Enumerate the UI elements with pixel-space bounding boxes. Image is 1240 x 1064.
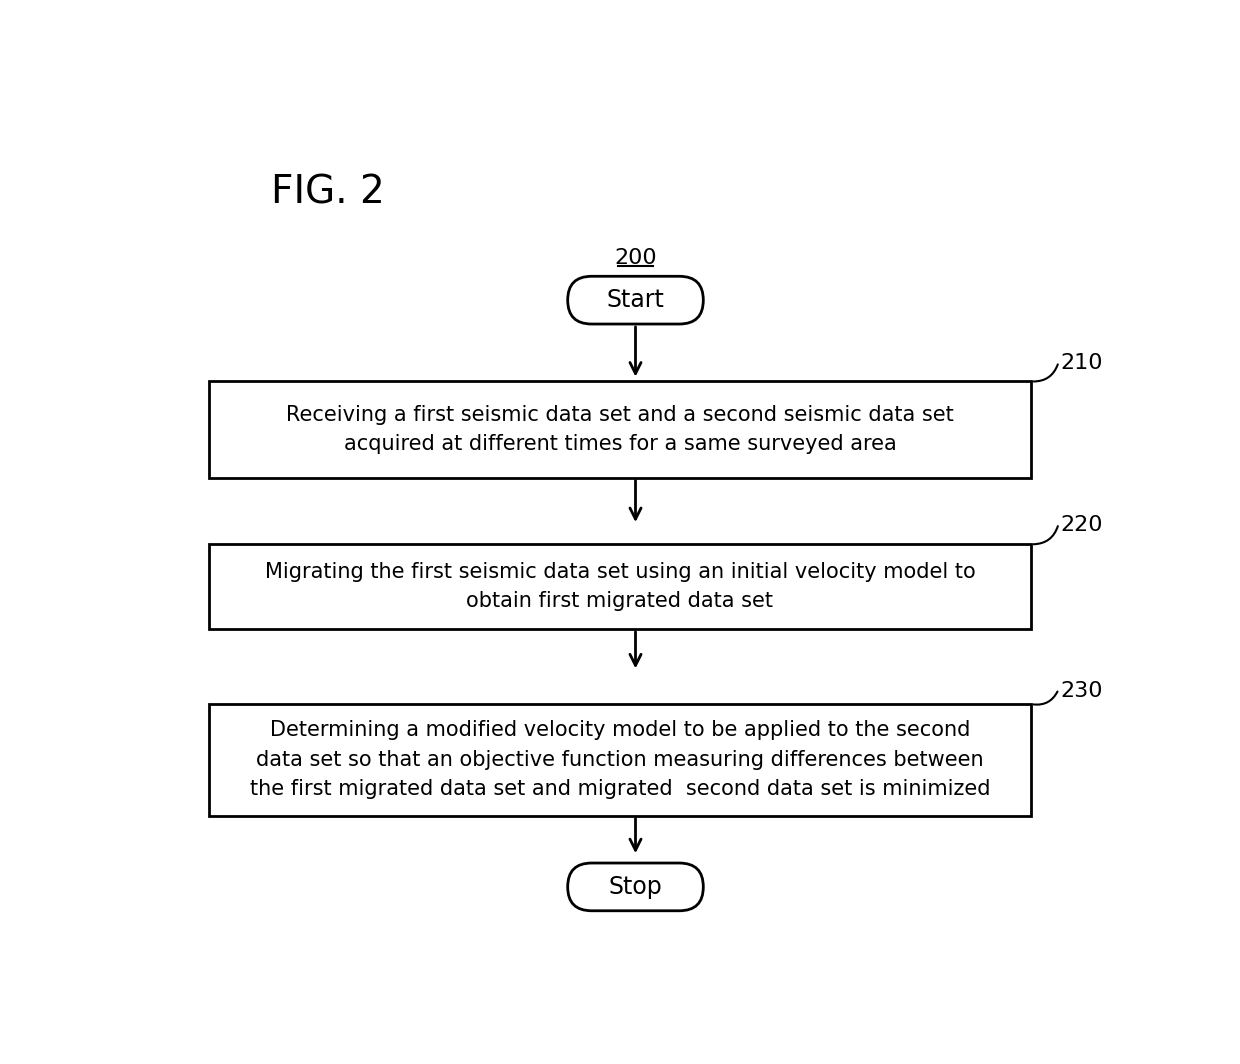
Text: 230: 230	[1060, 681, 1102, 700]
Bar	[210, 704, 1030, 816]
Bar	[210, 381, 1030, 478]
Text: 210: 210	[1060, 353, 1102, 373]
Text: 220: 220	[1060, 515, 1102, 535]
FancyBboxPatch shape	[568, 277, 703, 325]
Text: Stop: Stop	[609, 875, 662, 899]
Text: Migrating the first seismic data set using an initial velocity model to
obtain f: Migrating the first seismic data set usi…	[264, 562, 976, 612]
Text: Determining a modified velocity model to be applied to the second
data set so th: Determining a modified velocity model to…	[249, 720, 991, 799]
Text: Start: Start	[606, 288, 665, 312]
Text: Receiving a first seismic data set and a second seismic data set
acquired at dif: Receiving a first seismic data set and a…	[286, 404, 954, 454]
Bar	[210, 545, 1030, 629]
Text: 200: 200	[614, 248, 657, 268]
Text: FIG. 2: FIG. 2	[272, 173, 384, 212]
FancyBboxPatch shape	[568, 863, 703, 911]
